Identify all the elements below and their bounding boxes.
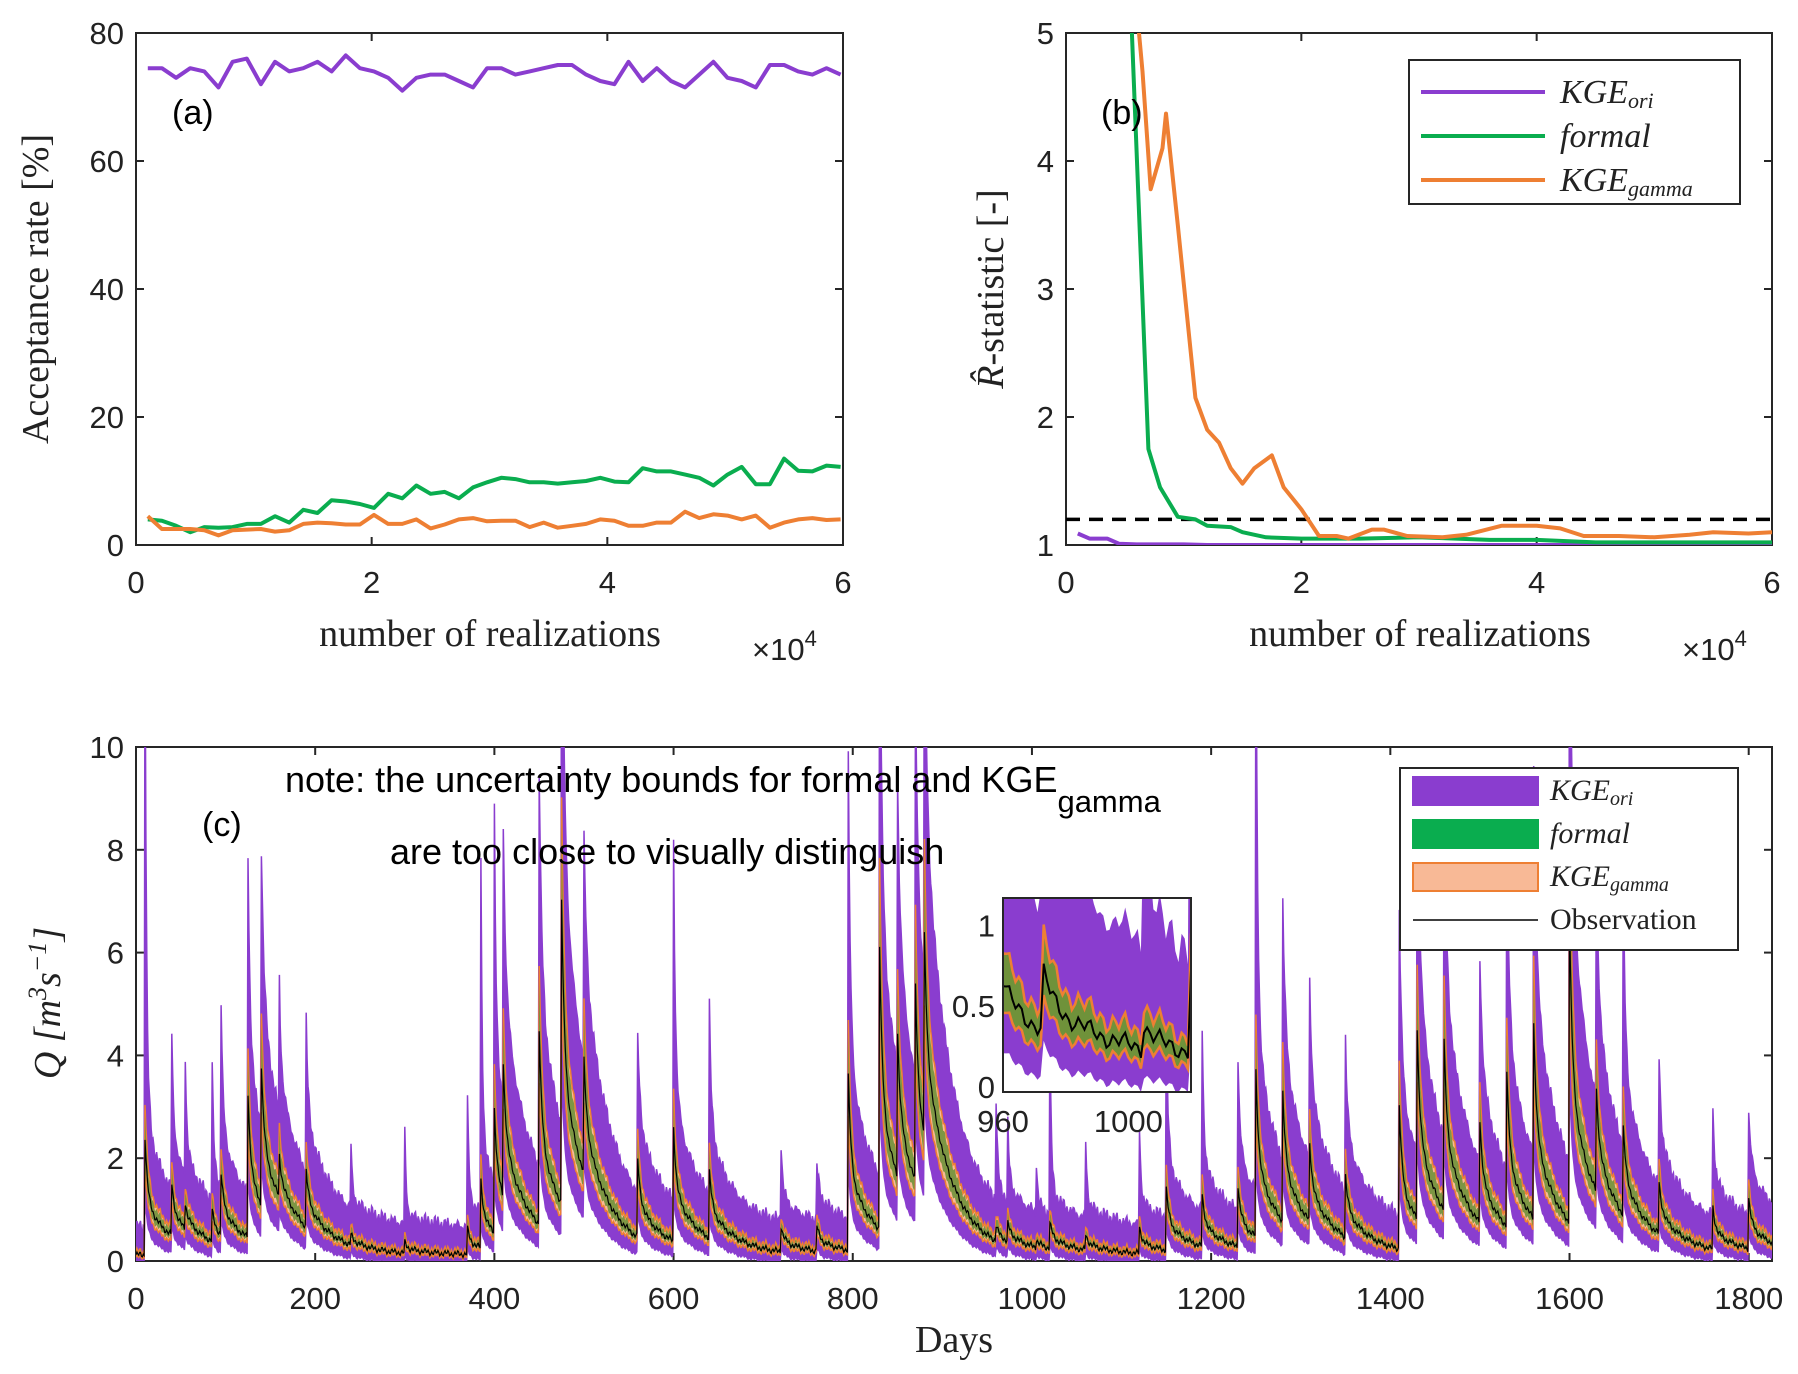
y-tick-label: 40 [90, 272, 124, 307]
legend-label: Observation [1550, 903, 1697, 936]
x-tick-label: 600 [648, 1281, 700, 1316]
y-tick-label: 4 [1037, 144, 1054, 179]
panel-label: (c) [202, 806, 242, 844]
axes-box [135, 746, 1773, 1262]
x-tick-label: 400 [469, 1281, 521, 1316]
panel-label: (a) [172, 94, 214, 132]
x-axis-label: number of realizations [319, 613, 661, 655]
y-tick-label: 8 [107, 833, 124, 868]
y-tick-label: 5 [1037, 16, 1054, 51]
x-tick-label: 800 [827, 1281, 879, 1316]
series-line-kge-gamma [1136, 33, 1772, 541]
y-tick-label: 3 [1037, 272, 1054, 307]
inset-plot: 960 1000 0 0.5 1 [952, 897, 1192, 1139]
panel-label: (b) [1101, 94, 1143, 132]
x-axis-label: Days [915, 1319, 993, 1361]
x-axis-multiplier: ×104 [1682, 626, 1747, 667]
series-line-kge-ori [1077, 531, 1772, 545]
y-tick-label: 1 [1037, 528, 1054, 563]
x-axis-multiplier: ×104 [752, 626, 817, 667]
inset-y-tick-label: 1 [978, 908, 995, 943]
x-tick-label: 2 [1293, 565, 1310, 600]
legend-label: KGEori [1549, 774, 1633, 810]
x-tick-label: 6 [1763, 565, 1780, 600]
inset-y-tick-label: 0.5 [952, 989, 995, 1024]
y-axis-label: Acceptance rate [%] [15, 134, 57, 444]
legend: KGEori formal KGEgamma Observation [1399, 767, 1739, 951]
y-tick-label: 60 [90, 144, 124, 179]
y-tick-label: 80 [90, 16, 124, 51]
note-text-line-1: note: the uncertainty bounds for formal … [285, 759, 1162, 819]
x-tick-label: 2 [363, 565, 380, 600]
legend-swatch-orange_fill [1412, 862, 1539, 892]
plot-bands [136, 747, 1772, 1261]
y-tick-label: 20 [90, 400, 124, 435]
plot-lines [146, 53, 842, 538]
series-line-kge-ori [147, 53, 842, 93]
plot-lines [1066, 33, 1772, 545]
inset-observation-line [1003, 963, 1191, 1059]
y-tick-label: 2 [1037, 400, 1054, 435]
legend-label: formal [1560, 118, 1651, 155]
x-tick-label: 1800 [1714, 1281, 1783, 1316]
y-tick-label: 6 [107, 936, 124, 971]
legend-label: KGEori [1559, 74, 1654, 113]
legend-label: KGEgamma [1559, 162, 1693, 201]
legend-label: KGEgamma [1549, 860, 1669, 896]
series-line-formal [1129, 33, 1772, 545]
observation-line [136, 899, 1772, 1260]
x-tick-label: 6 [834, 565, 851, 600]
x-tick-label: 4 [1528, 565, 1545, 600]
panel-b-r-statistic: 0 2 4 6 1 2 3 4 5 (b) number of realizations ×104 R̂… [970, 16, 1781, 667]
x-tick-label: 1000 [997, 1281, 1066, 1316]
y-tick-label: 10 [90, 730, 124, 765]
inset-axes-box [1002, 897, 1192, 1093]
series-line-formal [147, 456, 841, 535]
legend: KGEori formal KGEgamma [1408, 59, 1741, 205]
y-tick-label: 0 [107, 528, 124, 563]
x-tick-label: 0 [1057, 565, 1074, 600]
series-line-kge-gamma [146, 509, 841, 538]
inset-bands [1003, 898, 1191, 1092]
x-tick-label: 200 [289, 1281, 341, 1316]
inset-x-tick-label: 1000 [1094, 1104, 1163, 1139]
y-tick-label: 0 [107, 1244, 124, 1279]
legend-label: formal [1550, 817, 1630, 850]
x-tick-label: 0 [127, 1281, 144, 1316]
y-axis-label: R̂-statistic [-] [970, 189, 1012, 389]
x-tick-label: 1400 [1356, 1281, 1425, 1316]
panel-c-discharge: 0 200 400 600 800 1000 1200 1400 1600 18000246810… [23, 730, 1783, 1361]
x-tick-label: 1600 [1535, 1281, 1604, 1316]
y-axis-label: Q [m3s−1] [23, 927, 69, 1079]
legend-swatch-purple [1412, 776, 1539, 806]
y-tick-label: 2 [107, 1141, 124, 1176]
x-tick-label: 1200 [1177, 1281, 1246, 1316]
x-axis-label: number of realizations [1249, 613, 1591, 655]
note-text-line-2: are too close to visually distinguish [390, 831, 944, 872]
x-tick-label: 4 [599, 565, 616, 600]
inset-kge-ori-band [1003, 898, 1191, 1092]
x-tick-label: 0 [127, 565, 144, 600]
legend-swatch-green [1412, 819, 1539, 849]
inset-y-tick-label: 0 [978, 1070, 995, 1105]
inset-x-tick-label: 960 [977, 1104, 1029, 1139]
y-tick-label: 4 [107, 1038, 124, 1073]
